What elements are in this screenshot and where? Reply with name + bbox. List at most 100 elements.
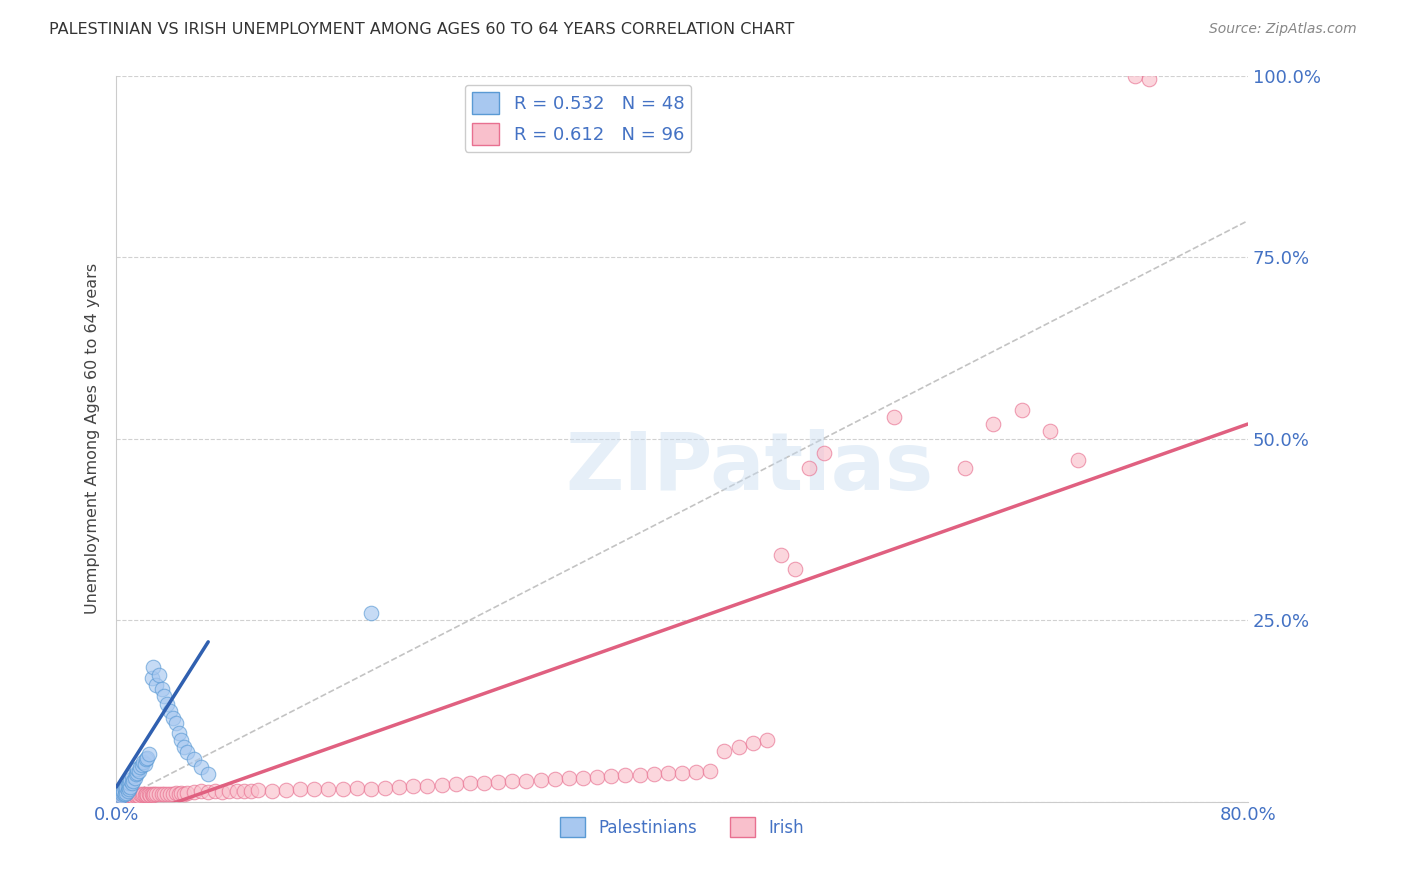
Point [134, 756, 156, 771]
Point [150, 787, 173, 801]
Point [173, 787, 195, 801]
Point [135, 787, 157, 801]
Point [785, 562, 807, 576]
Point [685, 764, 707, 779]
Point [274, 783, 297, 797]
Point [112, 786, 135, 800]
Point [139, 788, 162, 802]
Point [131, 758, 153, 772]
Point [225, 783, 247, 797]
Point [159, 787, 181, 801]
Point [246, 783, 269, 797]
Point [111, 787, 134, 801]
Point [713, 744, 735, 758]
Point [122, 789, 145, 804]
Point [111, 789, 134, 804]
Point [755, 732, 778, 747]
Point [288, 782, 311, 797]
Point [813, 446, 835, 460]
Point [657, 766, 679, 780]
Point [145, 787, 167, 801]
Point [190, 760, 212, 774]
Point [402, 780, 425, 794]
Point [727, 740, 749, 755]
Point [112, 783, 135, 797]
Point [614, 768, 637, 782]
Point [444, 777, 467, 791]
Point [183, 785, 205, 799]
Point [170, 732, 193, 747]
Point [167, 787, 190, 801]
Point [1067, 453, 1090, 467]
Point [108, 791, 131, 805]
Point [114, 781, 136, 796]
Point [1123, 69, 1146, 83]
Point [232, 784, 254, 798]
Point [129, 787, 152, 801]
Point [118, 776, 141, 790]
Point [118, 781, 141, 796]
Point [125, 767, 148, 781]
Point [120, 772, 142, 787]
Point [120, 788, 142, 802]
Point [117, 779, 139, 793]
Text: Source: ZipAtlas.com: Source: ZipAtlas.com [1209, 22, 1357, 37]
Point [165, 786, 187, 800]
Point [141, 671, 163, 685]
Point [136, 788, 159, 802]
Point [148, 667, 170, 681]
Point [515, 773, 537, 788]
Point [156, 697, 179, 711]
Point [1039, 425, 1062, 439]
Point [332, 781, 354, 796]
Point [121, 769, 143, 783]
Point [416, 779, 439, 793]
Point [883, 409, 905, 424]
Point [142, 788, 165, 802]
Point [121, 789, 143, 803]
Point [197, 785, 219, 799]
Point [114, 787, 136, 801]
Point [1137, 72, 1160, 87]
Point [981, 417, 1004, 431]
Point [159, 704, 181, 718]
Point [741, 737, 763, 751]
Point [110, 790, 132, 805]
Point [204, 784, 226, 798]
Point [153, 787, 176, 801]
Point [239, 783, 262, 797]
Point [544, 772, 567, 786]
Point [770, 548, 793, 562]
Point [124, 788, 146, 802]
Point [170, 786, 193, 800]
Point [572, 771, 595, 785]
Point [501, 774, 523, 789]
Point [304, 781, 326, 796]
Point [124, 772, 146, 786]
Point [108, 791, 131, 805]
Point [600, 769, 623, 783]
Point [127, 788, 149, 802]
Point [1011, 402, 1033, 417]
Point [138, 787, 160, 801]
Point [125, 789, 148, 803]
Point [458, 776, 481, 790]
Point [176, 786, 198, 800]
Point [135, 752, 157, 766]
Point [132, 787, 155, 801]
Point [110, 789, 132, 803]
Point [127, 762, 149, 776]
Point [558, 772, 581, 786]
Point [134, 788, 156, 802]
Point [211, 785, 233, 799]
Point [346, 780, 368, 795]
Point [486, 775, 509, 789]
Point [260, 783, 283, 797]
Point [120, 780, 142, 794]
Point [150, 681, 173, 696]
Point [128, 789, 150, 803]
Point [162, 711, 184, 725]
Point [176, 745, 198, 759]
Point [318, 782, 340, 797]
Point [360, 606, 382, 620]
